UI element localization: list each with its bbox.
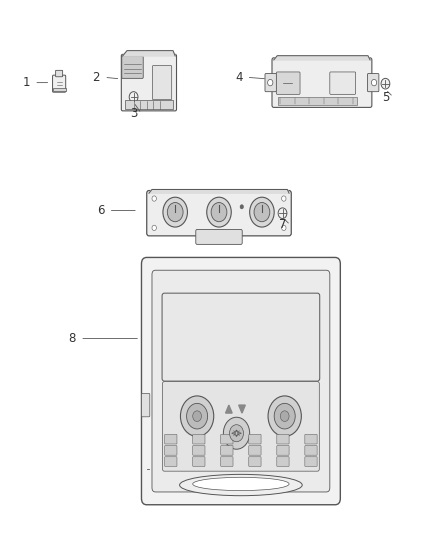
Circle shape [167, 203, 183, 222]
Circle shape [240, 205, 244, 209]
Polygon shape [239, 405, 245, 413]
FancyBboxPatch shape [152, 66, 172, 100]
FancyBboxPatch shape [162, 293, 320, 381]
Circle shape [280, 411, 289, 422]
FancyBboxPatch shape [165, 434, 177, 444]
FancyBboxPatch shape [276, 72, 300, 94]
FancyBboxPatch shape [196, 229, 242, 244]
FancyBboxPatch shape [249, 434, 261, 444]
Circle shape [282, 225, 286, 231]
FancyBboxPatch shape [141, 257, 340, 505]
FancyBboxPatch shape [193, 457, 205, 466]
FancyBboxPatch shape [305, 446, 317, 455]
FancyBboxPatch shape [221, 434, 233, 444]
Circle shape [278, 208, 287, 219]
Text: 3: 3 [130, 107, 137, 120]
FancyBboxPatch shape [249, 457, 261, 466]
Text: 1: 1 [22, 76, 30, 89]
Text: 5: 5 [382, 91, 389, 103]
Circle shape [282, 196, 286, 201]
Circle shape [207, 197, 231, 227]
FancyBboxPatch shape [121, 54, 177, 111]
Text: 8: 8 [69, 332, 76, 345]
Text: 2: 2 [92, 71, 100, 84]
Circle shape [268, 79, 273, 86]
Ellipse shape [180, 474, 302, 496]
Text: 7: 7 [279, 219, 286, 231]
Circle shape [250, 197, 274, 227]
Text: 6: 6 [97, 204, 105, 217]
Circle shape [223, 417, 250, 449]
FancyBboxPatch shape [165, 457, 177, 466]
Circle shape [274, 403, 295, 429]
Bar [53, 88, 66, 91]
FancyBboxPatch shape [277, 457, 289, 466]
Circle shape [163, 197, 187, 227]
FancyBboxPatch shape [305, 434, 317, 444]
Circle shape [268, 396, 301, 437]
Ellipse shape [193, 478, 289, 490]
FancyBboxPatch shape [221, 446, 233, 455]
Circle shape [152, 225, 156, 231]
FancyBboxPatch shape [265, 74, 276, 92]
Bar [278, 97, 357, 104]
Circle shape [180, 396, 214, 437]
FancyBboxPatch shape [249, 446, 261, 455]
Circle shape [152, 196, 156, 201]
FancyBboxPatch shape [152, 270, 330, 492]
FancyBboxPatch shape [147, 191, 291, 236]
FancyBboxPatch shape [272, 58, 372, 108]
FancyBboxPatch shape [277, 446, 289, 455]
Circle shape [254, 203, 270, 222]
FancyBboxPatch shape [367, 74, 379, 92]
FancyBboxPatch shape [141, 393, 150, 417]
Bar [125, 100, 173, 109]
Polygon shape [226, 405, 232, 413]
FancyBboxPatch shape [330, 72, 356, 94]
FancyBboxPatch shape [277, 434, 289, 444]
FancyBboxPatch shape [193, 446, 205, 455]
FancyBboxPatch shape [165, 446, 177, 455]
Circle shape [193, 411, 201, 422]
FancyBboxPatch shape [122, 56, 143, 78]
Circle shape [187, 403, 208, 429]
Polygon shape [274, 56, 370, 60]
Circle shape [381, 78, 390, 89]
Polygon shape [149, 190, 289, 193]
Circle shape [211, 203, 227, 222]
Polygon shape [123, 51, 175, 56]
FancyBboxPatch shape [162, 382, 319, 471]
Text: 4: 4 [235, 71, 243, 84]
Circle shape [129, 92, 138, 102]
FancyBboxPatch shape [221, 457, 233, 466]
FancyBboxPatch shape [56, 70, 63, 77]
FancyBboxPatch shape [53, 75, 66, 92]
Circle shape [230, 425, 244, 442]
FancyBboxPatch shape [193, 434, 205, 444]
Circle shape [371, 79, 377, 86]
FancyBboxPatch shape [305, 457, 317, 466]
